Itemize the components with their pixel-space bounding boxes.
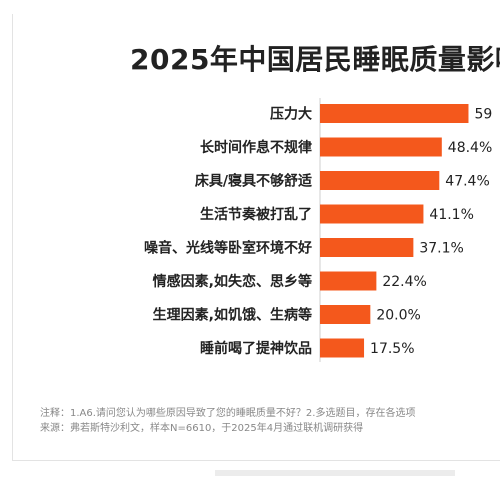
footnote-note: 注释：1.A6.请问您认为哪些原因导致了您的睡眠质量不好？2.多选题目，存在各选… (40, 408, 416, 419)
value-label: 17.5% (370, 341, 414, 357)
bar (320, 104, 469, 123)
value-label: 37.1% (419, 241, 463, 257)
footnote-source: 来源：弗若斯特沙利文，样本N=6610，于2025年4月通过联机调研获得 (40, 423, 364, 434)
value-label: 20.0% (376, 308, 420, 324)
bar (320, 238, 414, 257)
bar (320, 338, 365, 358)
value-label: 59 (474, 107, 492, 123)
value-label: 41.1% (429, 207, 473, 223)
category-label: 生活节奏被打乱了 (200, 206, 312, 223)
category-label: 生理因素,如饥饿、生病等 (153, 307, 312, 324)
frame-border-bottom (12, 460, 500, 461)
chart-title: 2025年中国居民睡眠质量影响 (130, 43, 500, 76)
bar (320, 204, 424, 224)
bar (320, 171, 440, 190)
cropped-next-content (215, 470, 455, 476)
value-label: 22.4% (382, 274, 426, 290)
category-label: 压力大 (270, 106, 312, 123)
value-label: 47.4% (445, 174, 489, 190)
frame-border-left (12, 14, 13, 461)
category-label: 噪音、光线等卧室环境不好 (144, 240, 312, 257)
category-label: 睡前喝了提神饮品 (200, 340, 312, 357)
bar (320, 305, 371, 324)
category-label: 情感因素,如失恋、思乡等 (153, 273, 312, 290)
bar (320, 271, 377, 291)
category-label: 床具/寝具不够舒适 (195, 173, 312, 190)
value-label: 48.4% (448, 140, 492, 156)
bar (320, 137, 442, 157)
category-label: 长时间作息不规律 (200, 139, 312, 156)
